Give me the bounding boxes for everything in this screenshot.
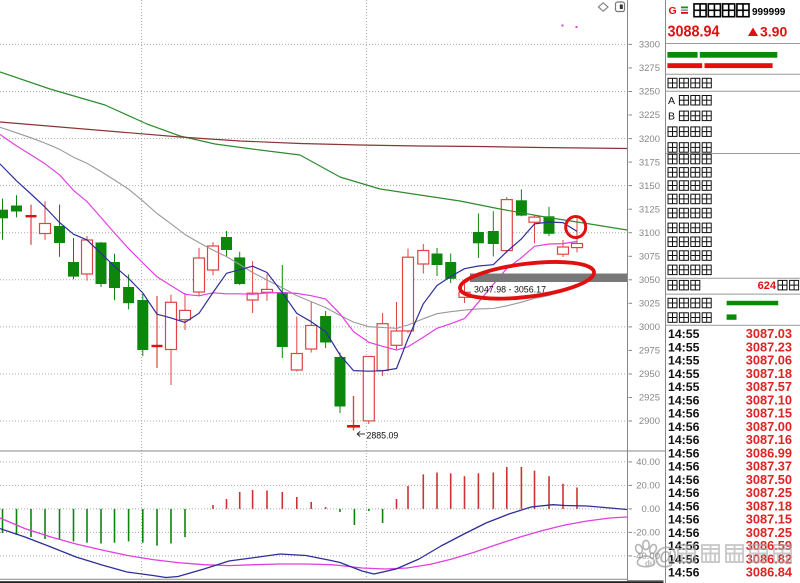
- svg-text:2975: 2975: [639, 346, 660, 357]
- svg-text:14:56: 14:56: [668, 566, 700, 580]
- svg-text:3125: 3125: [639, 204, 660, 215]
- svg-text:3.90: 3.90: [760, 24, 787, 40]
- svg-text:2885.09: 2885.09: [367, 431, 399, 441]
- svg-text:2900: 2900: [639, 416, 660, 427]
- svg-text:3175: 3175: [639, 157, 660, 168]
- svg-text:G: G: [669, 5, 677, 17]
- svg-text:3100: 3100: [639, 228, 660, 239]
- svg-text:14:55: 14:55: [668, 354, 700, 368]
- svg-text:2925: 2925: [639, 393, 660, 404]
- svg-text:3225: 3225: [639, 110, 660, 121]
- svg-text:3050: 3050: [639, 275, 660, 286]
- svg-text:3087.50: 3087.50: [746, 472, 792, 487]
- svg-text:14:56: 14:56: [668, 446, 700, 460]
- svg-text:3087.03: 3087.03: [746, 326, 792, 341]
- svg-text:40.00: 40.00: [636, 457, 660, 468]
- svg-text:3300: 3300: [639, 40, 660, 51]
- svg-text:3087.15: 3087.15: [746, 406, 792, 421]
- svg-text:3088.94: 3088.94: [668, 24, 720, 41]
- svg-text:3087.25: 3087.25: [746, 525, 792, 540]
- svg-text:2950: 2950: [639, 369, 660, 380]
- svg-text:14:56: 14:56: [668, 499, 700, 513]
- svg-text:3087.57: 3087.57: [746, 379, 792, 394]
- svg-text:624: 624: [758, 280, 777, 292]
- svg-text:A: A: [668, 95, 675, 107]
- svg-text:14:56: 14:56: [668, 526, 700, 540]
- svg-text:3047.98 - 3056.17: 3047.98 - 3056.17: [474, 285, 546, 296]
- svg-text:14:56: 14:56: [668, 393, 700, 407]
- svg-text:3075: 3075: [639, 252, 660, 263]
- svg-text:20.00: 20.00: [636, 481, 660, 492]
- svg-text:3087.23: 3087.23: [746, 339, 792, 354]
- svg-text:14:56: 14:56: [668, 433, 700, 447]
- svg-text:14:56: 14:56: [668, 513, 700, 527]
- svg-text:3087.25: 3087.25: [746, 485, 792, 500]
- svg-text:3200: 3200: [639, 134, 660, 145]
- svg-text:14:55: 14:55: [668, 367, 700, 381]
- svg-text:0.00: 0.00: [642, 504, 661, 515]
- svg-text:3087.37: 3087.37: [746, 459, 792, 474]
- svg-text:3087.18: 3087.18: [746, 366, 792, 381]
- svg-text:3000: 3000: [639, 322, 660, 333]
- svg-text:3086.84: 3086.84: [746, 565, 793, 580]
- svg-text:3025: 3025: [639, 299, 660, 310]
- svg-text:3087.10: 3087.10: [746, 392, 792, 407]
- svg-text:14:56: 14:56: [668, 473, 700, 487]
- svg-text:3250: 3250: [639, 87, 660, 98]
- svg-text:14:55: 14:55: [668, 327, 700, 341]
- svg-text:14:55: 14:55: [668, 380, 700, 394]
- svg-text:14:56: 14:56: [668, 486, 700, 500]
- svg-text:999999: 999999: [752, 7, 786, 18]
- svg-text:3087.16: 3087.16: [746, 432, 792, 447]
- svg-text:14:55: 14:55: [668, 340, 700, 354]
- svg-text:-20.00: -20.00: [633, 528, 660, 539]
- svg-text:3087.06: 3087.06: [746, 353, 792, 368]
- svg-text:3150: 3150: [639, 181, 660, 192]
- svg-text:3275: 3275: [639, 63, 660, 74]
- svg-text:3087.15: 3087.15: [746, 512, 792, 527]
- svg-text:14:56: 14:56: [668, 420, 700, 434]
- svg-text:@: @: [654, 543, 677, 570]
- svg-text:du: du: [645, 559, 655, 568]
- svg-text:14:56: 14:56: [668, 407, 700, 421]
- svg-text:3087.00: 3087.00: [746, 419, 792, 434]
- svg-text:B: B: [668, 111, 675, 123]
- svg-text:14:56: 14:56: [668, 460, 700, 474]
- svg-text:3087.18: 3087.18: [746, 498, 792, 513]
- svg-text:3086.99: 3086.99: [746, 445, 792, 460]
